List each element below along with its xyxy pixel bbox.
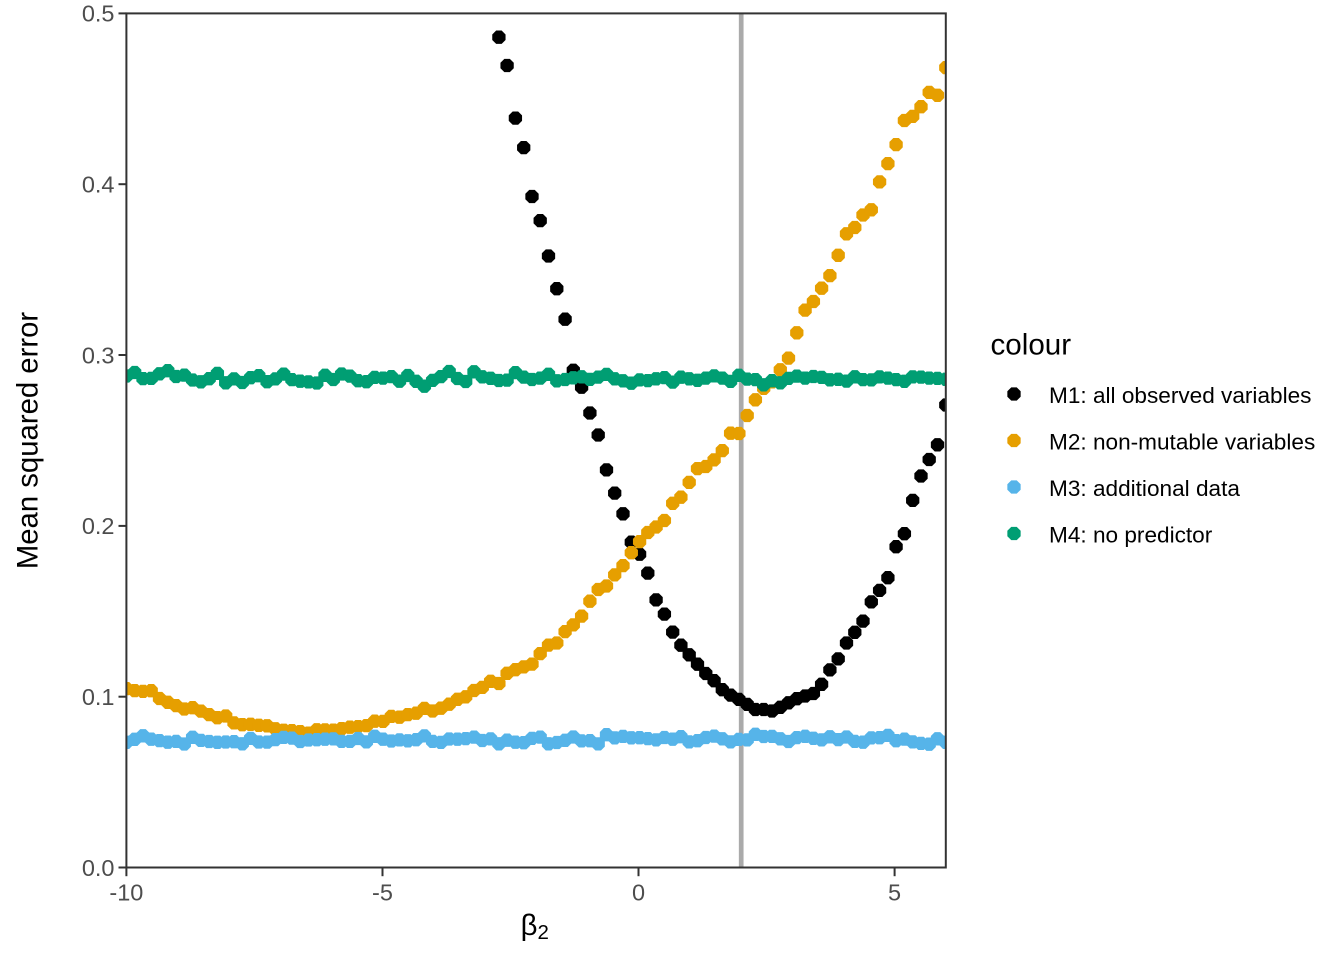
svg-text:colour: colour — [991, 328, 1072, 361]
svg-text:0.0: 0.0 — [82, 855, 115, 881]
svg-text:0.1: 0.1 — [82, 684, 115, 710]
svg-text:M3: additional data: M3: additional data — [1049, 476, 1240, 501]
svg-text:0.5: 0.5 — [82, 1, 115, 27]
svg-text:0: 0 — [632, 880, 645, 906]
svg-text:-10: -10 — [109, 880, 143, 906]
svg-text:-5: -5 — [372, 880, 393, 906]
svg-text:M2: non-mutable variables: M2: non-mutable variables — [1049, 430, 1315, 455]
svg-text:M4: no predictor: M4: no predictor — [1049, 523, 1213, 548]
svg-text:0.3: 0.3 — [82, 342, 115, 368]
svg-text:0.2: 0.2 — [82, 513, 115, 539]
svg-text:M1: all observed variables: M1: all observed variables — [1049, 383, 1311, 408]
svg-text:5: 5 — [888, 880, 901, 906]
svg-text:0.4: 0.4 — [82, 172, 115, 198]
svg-text:Mean squared error: Mean squared error — [12, 312, 45, 570]
